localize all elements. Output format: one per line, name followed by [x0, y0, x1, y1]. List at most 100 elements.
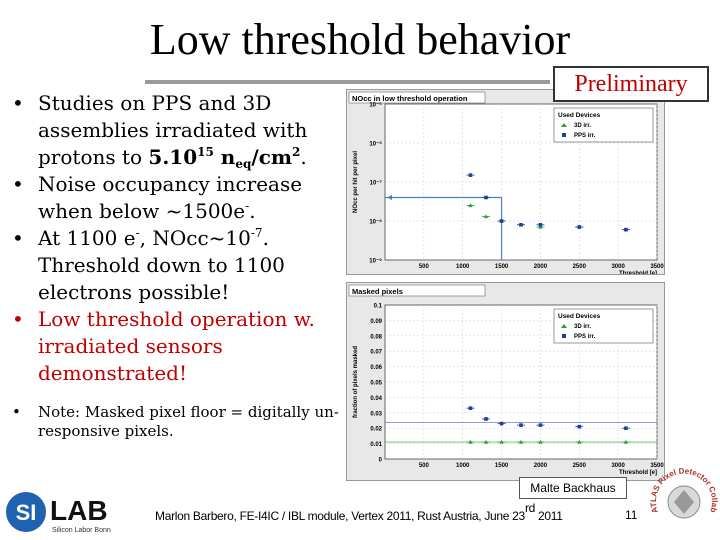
bullet-text: Studies on PPS and 3D assemblies irradia… — [38, 91, 308, 169]
bullet-end: . Threshold down to 1100 electrons possi… — [38, 226, 285, 304]
x-tick-label: 1000 — [456, 463, 470, 469]
chart-title: Masked pixels — [352, 287, 403, 296]
bullet-list: • Studies on PPS and 3D assemblies irrad… — [8, 90, 348, 441]
y-tick-label: 0.07 — [370, 350, 382, 356]
x-tick-label: 2000 — [534, 264, 548, 270]
fluence-exponent: 15 — [197, 145, 214, 159]
footer-year: 2011 — [535, 509, 563, 523]
x-tick-label: 1500 — [495, 264, 509, 270]
bullet-end: . — [249, 199, 256, 223]
data-point-pps — [577, 424, 582, 429]
bullet-dot: • — [12, 172, 24, 196]
fluence-unit: n — [213, 145, 236, 169]
x-axis-label: Threshold [e] — [619, 271, 657, 274]
bullet-text: Noise occupancy increase when below ~150… — [38, 172, 303, 223]
legend-title: Used Devices — [558, 112, 601, 119]
electron-sup: - — [245, 199, 250, 213]
data-point-pps — [624, 426, 628, 430]
y-axis-label: fraction of pixels masked — [353, 346, 359, 418]
preliminary-label: Preliminary — [553, 66, 709, 102]
silab-logo-si: SI — [16, 500, 37, 525]
data-point-pps — [538, 423, 543, 427]
title-rule — [145, 80, 550, 84]
data-point-pps — [499, 219, 504, 223]
bullet-end: . — [300, 145, 307, 169]
bullet-text: Note: Masked pixel floor = digitally un-… — [38, 403, 339, 440]
chart-title: NOcc in low threshold operation — [352, 94, 468, 103]
y-tick-label: 0.1 — [374, 304, 383, 310]
data-point-pps — [468, 406, 473, 410]
nocc-plot-svg: NOcc in low threshold operation 10⁻⁹ 10⁻⁸ 1… — [348, 91, 664, 274]
page-number: 11 — [625, 508, 638, 522]
x-tick-label: 3500 — [650, 463, 664, 469]
x-tick-label: 1000 — [456, 264, 470, 270]
atlas-logo-mark — [674, 490, 694, 514]
data-point-3d — [577, 439, 582, 444]
fluence-value: 5.10 — [148, 145, 198, 169]
data-point-3d — [499, 439, 504, 444]
legend-marker-pps — [562, 133, 566, 137]
silab-logo-lab: LAB — [50, 495, 108, 526]
bullet-irradiation: • Studies on PPS and 3D assemblies irrad… — [8, 90, 348, 171]
y-tick-label: 0.09 — [370, 319, 382, 325]
data-point-pps — [519, 423, 523, 427]
bullet-mid: , NOcc~10 — [139, 226, 251, 250]
legend-title: Used Devices — [558, 313, 601, 320]
y-tick-label: 0.05 — [370, 381, 382, 387]
y-tick-label: 10⁻⁷ — [370, 181, 383, 187]
data-point-3d — [468, 203, 473, 208]
masked-pixels-plot: Masked pixels 0 0.01 0.02 0.03 0.04 0.05 0.06 0.… — [346, 282, 665, 481]
y-axis-label: NOcc per hit per pixel — [353, 151, 359, 213]
y-tick-label: 0.03 — [370, 411, 382, 417]
y-tick-label: 0.02 — [370, 427, 382, 433]
x-tick-label: 500 — [419, 264, 430, 270]
nocc-plot: NOcc in low threshold operation 10⁻⁹ 10⁻⁸ 1… — [346, 89, 665, 275]
footer-citation: Marlon Barbero, FE-I4IC / IBL module, Ve… — [155, 502, 563, 523]
y-tick-label: 0.08 — [370, 334, 382, 340]
footer-text: Marlon Barbero, FE-I4IC / IBL module, Ve… — [155, 509, 525, 523]
bullet-threshold: • At 1100 e-, NOcc~10-7. Threshold down … — [8, 225, 348, 306]
y-tick-label: 10⁻⁹ — [369, 259, 382, 265]
x-tick-label: 3000 — [611, 463, 625, 469]
bullet-text: Low threshold operation w. irradiated se… — [38, 307, 315, 385]
electron-sup: - — [135, 226, 140, 240]
data-point-3d — [623, 439, 629, 444]
chart-title-box — [348, 284, 486, 297]
y-tick-label: 10⁻⁵ — [369, 103, 382, 109]
legend-label-3d: 3D irr. — [574, 324, 591, 330]
masked-pixels-plot-svg: Masked pixels 0 0.01 0.02 0.03 0.04 0.05 0.06 0.… — [348, 284, 664, 476]
atlas-logo: ATLAS Pixel Detector Collaboration — [650, 462, 718, 519]
data-point-3d — [468, 439, 473, 444]
data-point-pps — [519, 222, 523, 227]
bullet-dot: • — [12, 403, 21, 421]
bullet-demonstrated: • Low threshold operation w. irradiated … — [8, 306, 348, 387]
data-point-3d — [538, 439, 543, 444]
legend-box — [553, 107, 654, 143]
chart-title-box — [348, 91, 486, 104]
legend-label-3d: 3D irr. — [574, 123, 591, 129]
x-tick-label: 2500 — [573, 264, 587, 270]
data-point-pps — [538, 222, 543, 227]
x-tick-label: 2000 — [534, 463, 548, 469]
nocc-exponent: -7 — [250, 226, 263, 240]
bullet-noise: • Noise occupancy increase when below ~1… — [8, 171, 348, 225]
data-point-3d — [538, 224, 543, 229]
legend-marker-pps — [562, 334, 566, 338]
silab-logo: SI LAB Silicon Labor Bonn — [6, 492, 111, 534]
y-tick-label: 0.06 — [370, 365, 382, 371]
data-point-pps — [499, 421, 504, 426]
y-tick-label: 0 — [379, 458, 383, 464]
bullet-note: • Note: Masked pixel floor = digitally u… — [8, 403, 348, 441]
guide-arrowhead — [387, 195, 392, 201]
legend-label-pps: PPS irr. — [574, 334, 596, 340]
y-tick-label: 10⁻⁸ — [369, 220, 382, 226]
data-point-3d — [518, 439, 524, 444]
bullet-dot: • — [12, 91, 24, 115]
bullet-dot: • — [12, 226, 24, 250]
data-point-pps — [577, 225, 582, 229]
y-tick-label: 10⁻⁶ — [369, 142, 382, 148]
legend-marker-3d — [561, 324, 567, 328]
data-point-pps — [484, 417, 488, 421]
x-tick-label: 3000 — [611, 264, 625, 270]
fluence-unit-exp: 2 — [292, 145, 301, 159]
